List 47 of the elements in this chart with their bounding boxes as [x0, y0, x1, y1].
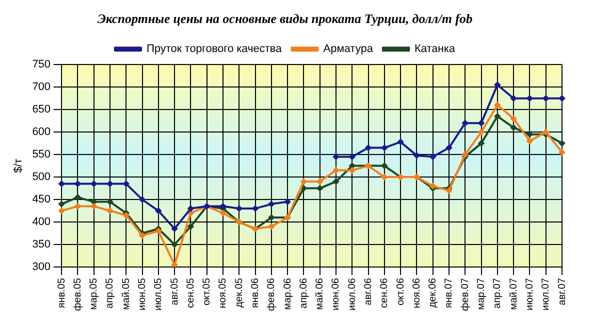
x-tick-label: апр.07: [492, 278, 504, 308]
x-tick-label: июл.07: [540, 278, 552, 311]
x-tick-label: окт.05: [202, 278, 213, 306]
x-tick-label: янв.06: [250, 278, 262, 308]
x-tick-label: янв.07: [444, 278, 455, 308]
x-tick-label: июл.06: [346, 278, 358, 311]
y-tick-label: 450: [32, 194, 51, 206]
x-tick-label: мар.07: [476, 278, 488, 310]
x-tick-label: мар.06: [282, 278, 294, 310]
x-tick-label: фев.06: [266, 278, 278, 312]
y-tick-label: 750: [32, 58, 51, 71]
x-tick-label: янв.05: [56, 278, 68, 308]
x-tick-label: май.05: [120, 278, 132, 310]
y-tick-label: 700: [32, 81, 51, 94]
legend-label: Арматура: [323, 43, 374, 56]
x-tick-label: июн.07: [524, 278, 536, 311]
x-tick-label: окт.06: [395, 278, 406, 306]
x-tick-label: фев.07: [460, 278, 471, 312]
y-tick-label: 600: [32, 126, 51, 138]
y-tick-label: 500: [32, 171, 51, 184]
x-tick-label: ноя.05: [218, 278, 229, 308]
y-tick-label: 650: [32, 104, 51, 116]
x-tick-label: авг.06: [363, 278, 374, 306]
y-tick-label: 350: [32, 238, 51, 251]
legend-label: Катанка: [414, 43, 456, 56]
legend-label: Пруток торгового качества: [146, 43, 283, 56]
y-tick-label: 400: [32, 216, 51, 228]
x-tick-label: июл.05: [153, 278, 164, 311]
y-axis-title: $/т: [12, 158, 25, 173]
x-tick-label: сен.06: [379, 278, 390, 308]
x-tick-label: авг.05: [169, 278, 180, 306]
x-tick-label: апр.05: [104, 278, 116, 308]
x-tick-label: мар.05: [88, 278, 100, 310]
x-tick-label: май.07: [508, 278, 520, 310]
x-tick-label: дек.06: [428, 278, 439, 308]
x-tick-label: ноя.06: [411, 278, 422, 308]
x-tick-label: авг.07: [556, 278, 568, 306]
y-tick-label: 300: [32, 261, 51, 274]
x-tick-label: май.06: [314, 278, 326, 310]
y-tick-label: 550: [32, 148, 51, 161]
chart-title: Экспортные цены на основные виды проката Турции, долл/т fob: [97, 11, 474, 26]
x-tick-label: дек.05: [234, 278, 245, 308]
x-tick-label: сен.05: [185, 278, 196, 308]
x-tick-label: июн.05: [137, 278, 148, 311]
x-tick-label: фев.05: [72, 278, 84, 312]
x-tick-label: апр.06: [298, 278, 310, 308]
x-tick-label: июн.06: [330, 278, 342, 311]
